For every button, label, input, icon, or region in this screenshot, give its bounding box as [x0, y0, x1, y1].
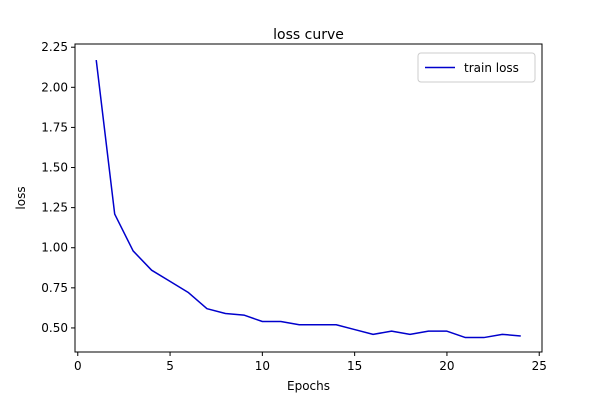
y-tick-label: 1.75	[41, 120, 68, 134]
data-point	[279, 320, 283, 324]
plot-area	[74, 43, 543, 353]
data-point	[353, 328, 357, 332]
x-tick-label: 25	[532, 359, 547, 373]
x-tick-label: 0	[74, 359, 82, 373]
data-point	[187, 291, 191, 295]
x-tick-label: 20	[439, 359, 454, 373]
data-point	[445, 329, 449, 333]
data-point	[390, 329, 394, 333]
chart-title: loss curve	[273, 27, 344, 43]
legend-label-train-loss: train loss	[464, 61, 519, 75]
data-point	[408, 332, 412, 336]
series-layer	[94, 58, 523, 340]
data-point	[297, 323, 301, 327]
data-point	[223, 312, 227, 316]
y-tick-label: 0.75	[41, 281, 68, 295]
data-point	[371, 332, 375, 336]
y-tick-label: 2.00	[41, 80, 68, 94]
x-axis-label: Epochs	[287, 379, 330, 393]
data-point	[500, 332, 504, 336]
y-tick-label: 1.25	[41, 201, 68, 215]
y-tick-label: 0.50	[41, 321, 68, 335]
data-point	[150, 268, 154, 272]
x-tick-label: 15	[347, 359, 362, 373]
data-point	[463, 336, 467, 340]
data-point	[260, 320, 264, 324]
series-line-train-loss	[95, 59, 521, 339]
y-tick-label: 1.00	[41, 241, 68, 255]
x-tick-label: 10	[255, 359, 270, 373]
data-point	[334, 323, 338, 327]
data-point	[205, 307, 209, 311]
data-point	[168, 279, 172, 283]
data-point	[482, 336, 486, 340]
y-tick-label: 2.25	[41, 40, 68, 54]
legend: train loss	[417, 52, 536, 83]
x-axis-ticks: 0 5 10 15 20 25	[74, 352, 547, 373]
y-axis-ticks: 0.50 0.75 1.00 1.25 1.50 1.75 2.00 2.25	[41, 40, 75, 335]
data-point	[316, 323, 320, 327]
data-point	[131, 249, 135, 253]
y-tick-label: 1.50	[41, 161, 68, 175]
x-tick-label: 5	[166, 359, 174, 373]
data-point	[94, 58, 98, 62]
data-point	[242, 313, 246, 317]
data-point	[426, 329, 430, 333]
data-point	[519, 334, 523, 338]
y-axis-label: loss	[14, 186, 28, 209]
legend-box	[417, 52, 536, 83]
data-point	[113, 212, 117, 216]
